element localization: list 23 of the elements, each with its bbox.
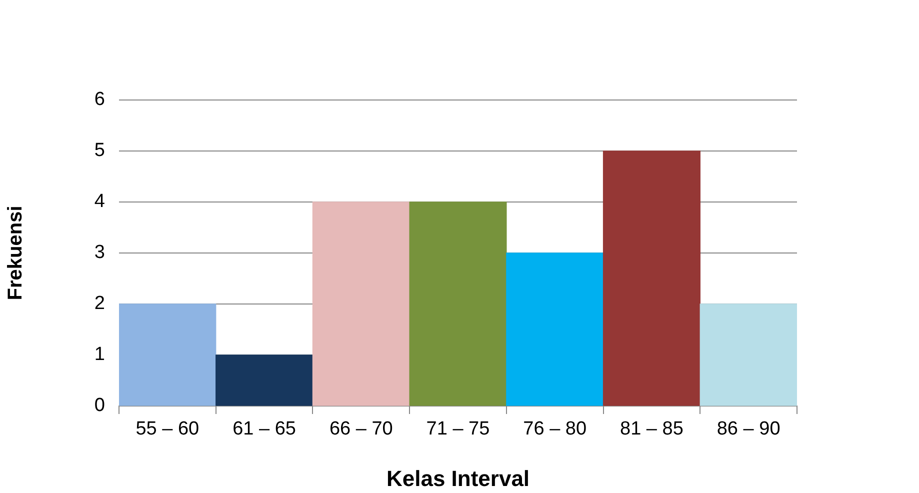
x-axis-title: Kelas Interval xyxy=(386,466,530,491)
bar xyxy=(409,202,507,406)
y-tick-label: 6 xyxy=(94,89,105,110)
x-tick-label: 76 – 80 xyxy=(523,418,587,440)
x-tick-label: 61 – 65 xyxy=(232,418,296,440)
y-axis-title: Frekuensi xyxy=(4,206,27,300)
y-tick-label: 0 xyxy=(94,395,105,416)
x-tick-label: 66 – 70 xyxy=(329,418,393,440)
bar xyxy=(602,150,700,406)
y-tick-label: 4 xyxy=(94,191,106,212)
bar xyxy=(312,202,410,406)
x-tick-label: 55 – 60 xyxy=(136,418,200,440)
y-tick-label: 3 xyxy=(94,242,105,264)
bar xyxy=(216,354,314,406)
y-tick-label: 2 xyxy=(94,293,105,314)
bar xyxy=(700,304,797,406)
bar xyxy=(119,304,216,406)
x-tick-label: 81 – 85 xyxy=(620,418,684,440)
y-tick-label: 1 xyxy=(94,344,105,366)
y-tick-label: 5 xyxy=(94,140,105,162)
x-tick-label: 86 – 90 xyxy=(716,418,780,440)
x-tick-label: 71 – 75 xyxy=(426,418,490,440)
bar xyxy=(506,252,604,406)
